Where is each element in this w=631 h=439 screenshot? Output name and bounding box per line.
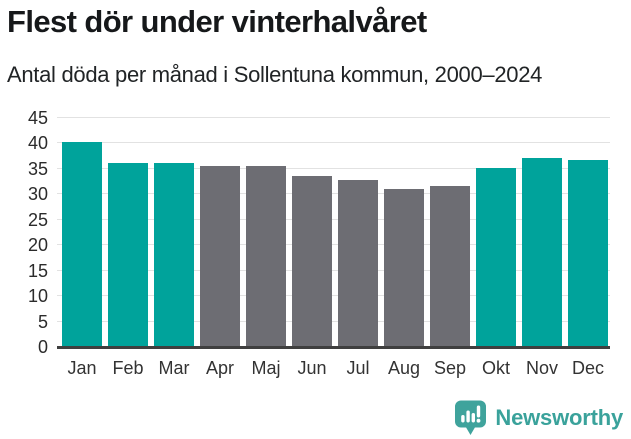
x-axis-line: [57, 346, 610, 349]
gridline-10: [57, 295, 610, 297]
x-tick-label-nov: Nov: [525, 358, 558, 378]
x-tick-label-sep: Sep: [433, 358, 467, 378]
y-tick-label-35: 35: [27, 158, 48, 179]
bar-feb: [108, 163, 148, 347]
x-axis-tick-labels: Jan Feb Mar Apr Maj Jun Jul Aug Sep Okt Nov Dec: [57, 358, 610, 379]
y-tick-label-30: 30: [27, 184, 48, 205]
bar-okt: [476, 167, 516, 347]
brand-footer: Newsworthy: [454, 400, 623, 436]
x-tick-label-apr: Apr: [205, 358, 234, 378]
gridline-5: [57, 320, 610, 322]
y-tick-label-45: 45: [27, 108, 48, 128]
x-tick-label-okt: Okt: [481, 358, 510, 378]
bar-sep: [430, 185, 470, 347]
gridline-45: [57, 117, 610, 118]
bar-jan: [62, 141, 102, 347]
brand-name: Newsworthy: [495, 405, 623, 430]
y-tick-label-25: 25: [27, 209, 48, 230]
gridline-35: [57, 167, 610, 169]
chart-subtitle: Antal döda per månad i Sollentuna kommun…: [7, 62, 543, 87]
bar-maj: [246, 165, 286, 347]
x-tick-label-jan: Jan: [67, 358, 97, 378]
newsworthy-logo-icon: [455, 400, 487, 435]
x-tick-label-jul: Jul: [346, 358, 370, 378]
x-tick-label-mar: Mar: [158, 358, 190, 378]
gridline-30: [57, 193, 610, 195]
x-tick-label-feb: Feb: [112, 358, 144, 378]
bar-mar: [154, 163, 194, 347]
plot-area: [57, 117, 610, 347]
gridline-20: [57, 244, 610, 246]
bar-apr: [200, 165, 240, 347]
y-tick-label-40: 40: [27, 133, 48, 154]
x-tick-label-jun: Jun: [297, 358, 327, 378]
bar-series: [57, 118, 610, 347]
y-tick-label-10: 10: [27, 286, 48, 307]
x-tick-label-dec: Dec: [571, 358, 604, 378]
gridline-25: [57, 218, 610, 220]
bar-dec: [568, 159, 608, 347]
y-tick-label-15: 15: [27, 260, 48, 281]
y-tick-label-0: 0: [37, 337, 48, 357]
gridline-40: [57, 142, 610, 144]
bar-nov: [522, 157, 562, 347]
gridline-15: [57, 269, 610, 271]
chart-title: Flest dör under vinterhalvåret: [7, 4, 427, 39]
y-tick-label-20: 20: [27, 235, 48, 256]
y-tick-label-5: 5: [37, 311, 48, 332]
bar-jul: [338, 179, 378, 347]
x-tick-label-aug: Aug: [387, 358, 421, 378]
x-tick-label-maj: Maj: [251, 358, 281, 378]
bar-aug: [384, 189, 424, 347]
bar-jun: [292, 176, 332, 347]
